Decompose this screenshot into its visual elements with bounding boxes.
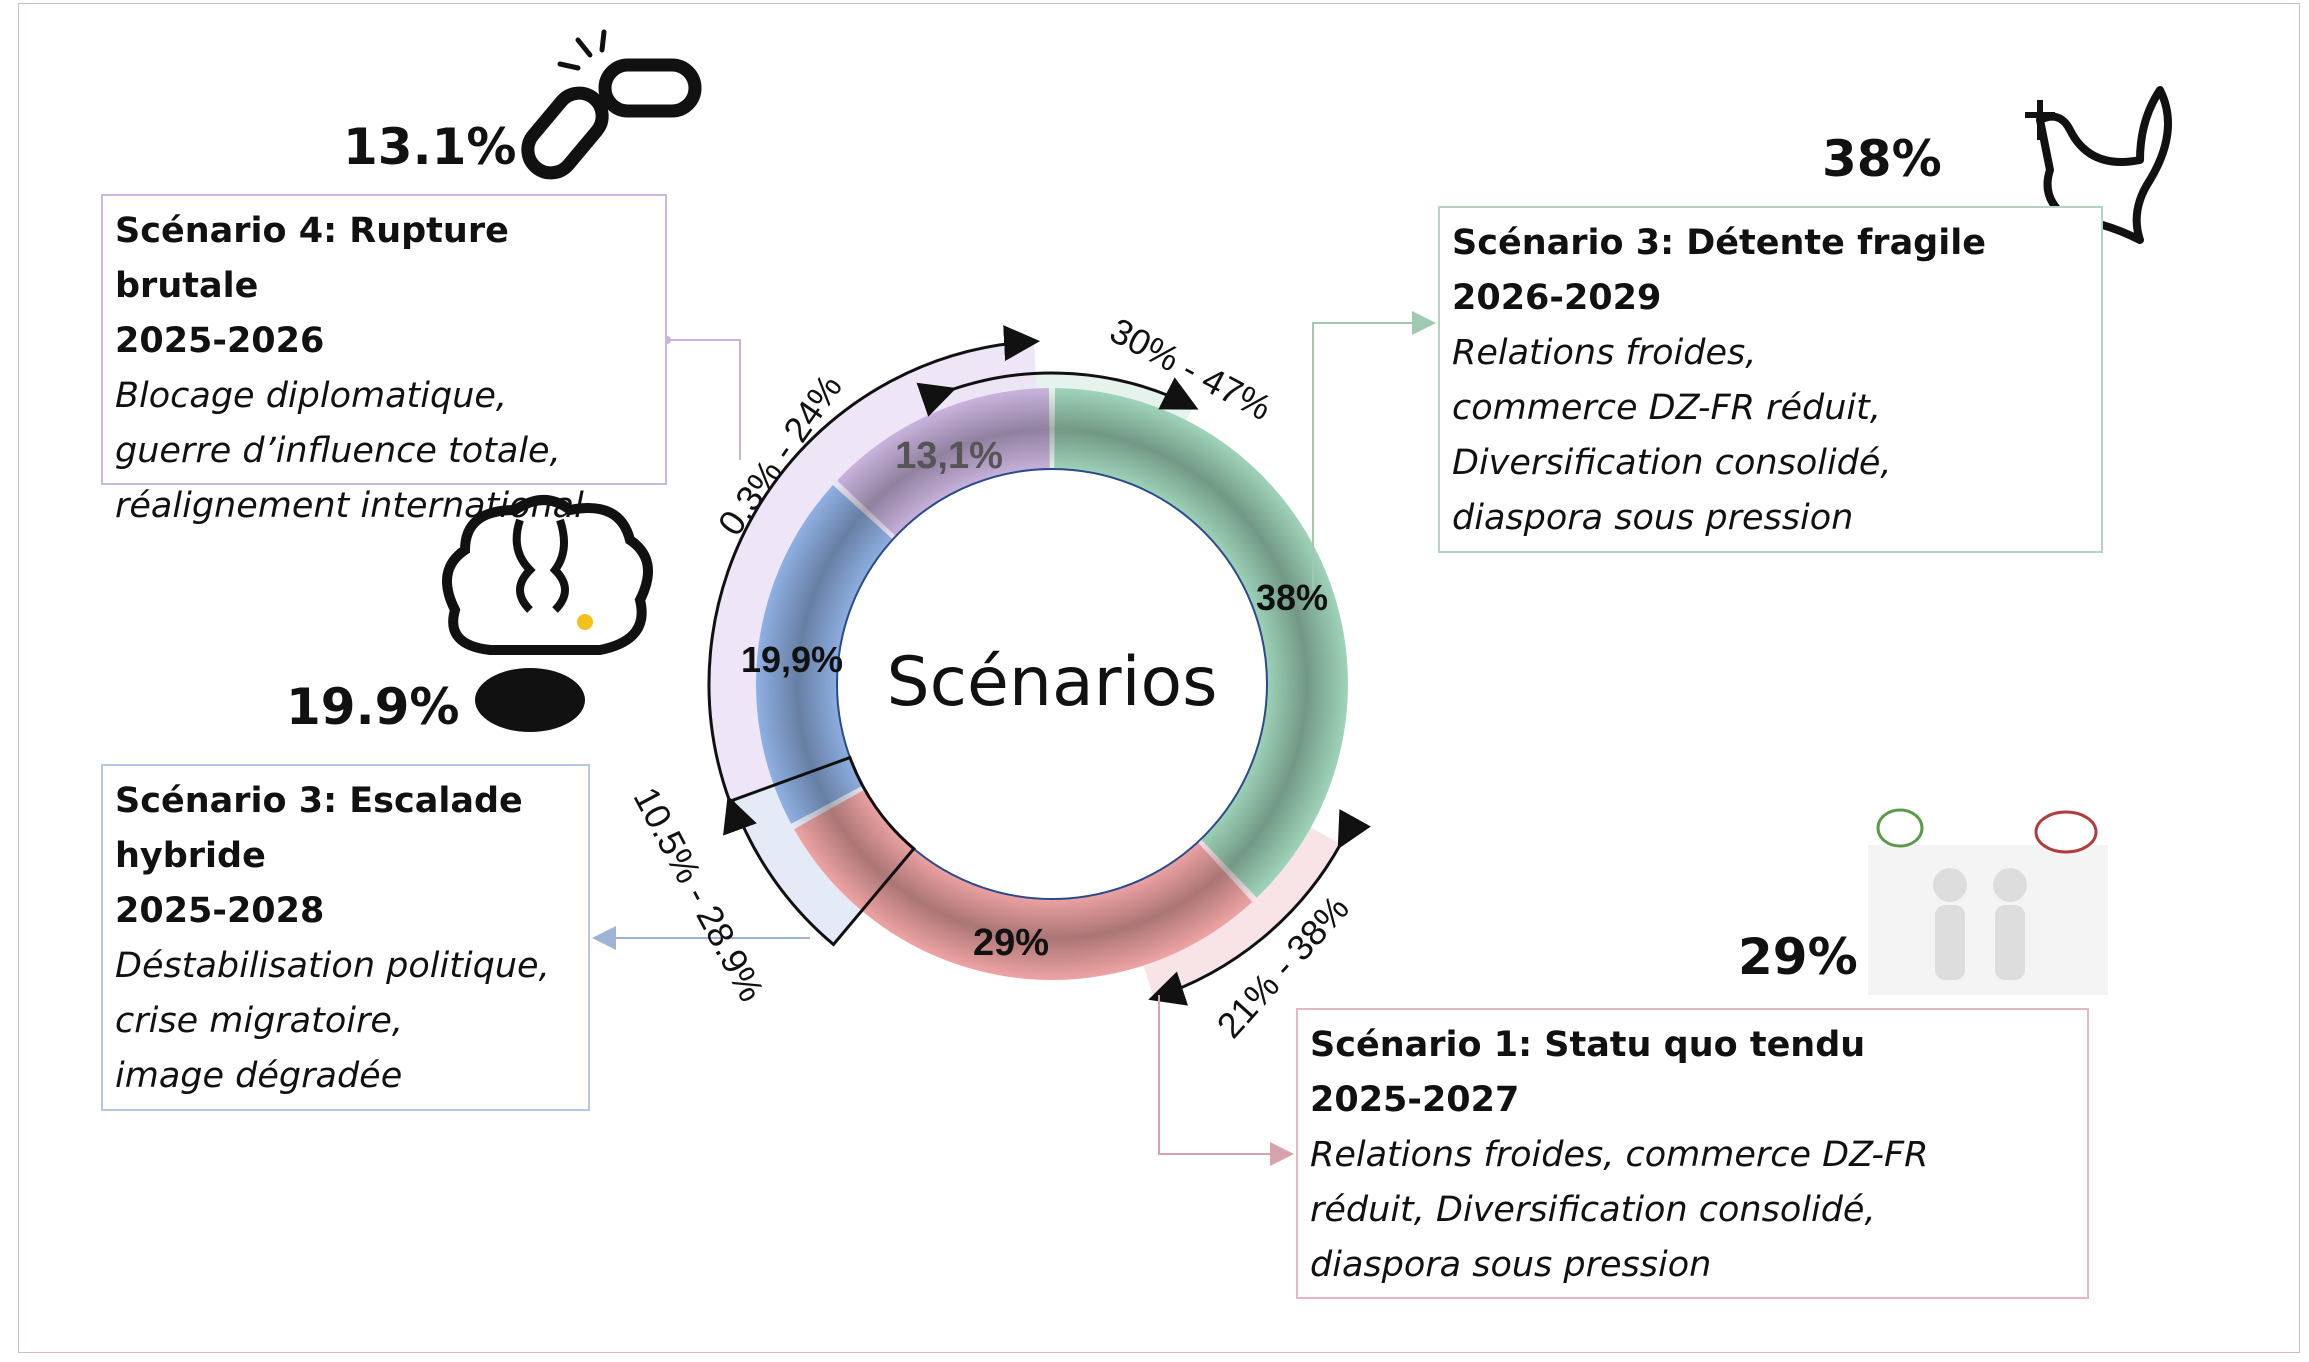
probability-s3-detente: 38% xyxy=(1822,130,1942,188)
scenario-card-s3-detente: Scénario 3: Détente fragile 2026-2029 Re… xyxy=(1438,206,2103,553)
scenario-desc: image dégradée xyxy=(115,1056,403,1096)
scenario-desc: Relations froides, xyxy=(1452,333,1757,373)
scenario-desc: guerre d’influence totale, xyxy=(115,431,561,471)
slice-label-s4: 13,1% xyxy=(895,435,1003,477)
scenario-desc: Relations froides, commerce DZ-FR xyxy=(1310,1135,1929,1175)
chart-title: Scénarios xyxy=(886,643,1217,722)
scenario-desc: Blocage diplomatique, xyxy=(115,376,508,416)
range-arrow-s4 xyxy=(707,325,1041,836)
connector-s1 xyxy=(1158,995,1294,1166)
range-arrow-s3-escalade xyxy=(730,755,916,947)
connector-s4 xyxy=(667,339,741,460)
scenario-desc: diaspora sous pression xyxy=(1452,498,1854,538)
scenario-desc: diaspora sous pression xyxy=(1310,1245,1712,1285)
probability-s3-escalade: 19.9% xyxy=(286,678,460,736)
scenario-desc: réalignement international xyxy=(115,486,584,526)
scenario-card-s3-escalade: Scénario 3: Escalade hybride 2025-2028 D… xyxy=(101,764,590,1111)
scenario-title: Scénario 3: Escalade xyxy=(115,781,523,821)
scenario-title: Scénario 4: Rupture brutale xyxy=(115,211,509,306)
scenario-desc: crise migratoire, xyxy=(115,1001,404,1041)
probability-s4: 13.1% xyxy=(343,118,517,176)
probability-s1: 29% xyxy=(1738,928,1858,986)
scenario-title: Scénario 3: Détente fragile xyxy=(1452,223,1986,263)
scenario-years: 2025-2027 xyxy=(1310,1080,1520,1120)
slice-label-s3-escalade: 19,9% xyxy=(741,639,843,680)
scenario-title: hybride xyxy=(115,836,266,876)
slice-label-s3-detente: 38% xyxy=(1256,577,1328,618)
scenario-card-s1: Scénario 1: Statu quo tendu 2025-2027 Re… xyxy=(1296,1008,2089,1299)
scenario-desc: Déstabilisation politique, xyxy=(115,946,550,986)
scenario-years: 2026-2029 xyxy=(1452,278,1662,318)
range-arrow-s1 xyxy=(1148,809,1371,1006)
scenario-desc: Diversification consolidé, xyxy=(1452,443,1892,483)
discussion-figures-icon xyxy=(1868,808,2108,995)
brain-bomb-icon xyxy=(442,495,653,732)
scenario-desc: commerce DZ-FR réduit, xyxy=(1452,388,1881,428)
slice-label-s1: 29% xyxy=(973,922,1049,964)
broken-chain-icon xyxy=(521,29,702,180)
connector-s3-detente xyxy=(1312,311,1436,590)
scenario-desc: réduit, Diversification consolidé, xyxy=(1310,1190,1876,1230)
scenario-years: 2025-2028 xyxy=(115,891,325,931)
scenario-years: 2025-2026 xyxy=(115,321,325,361)
scenario-card-s4: Scénario 4: Rupture brutale 2025-2026 Bl… xyxy=(101,194,667,526)
scenario-title: Scénario 1: Statu quo tendu xyxy=(1310,1025,1866,1065)
figure-frame xyxy=(18,3,2300,1353)
